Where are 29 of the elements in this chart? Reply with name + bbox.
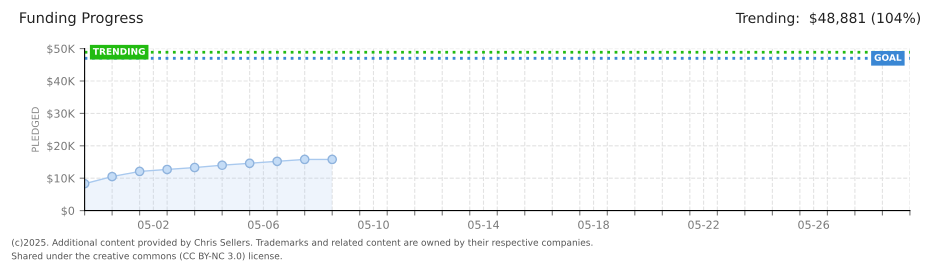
text: Shared under the creative commons (CC BY-NC 3.0) license. xyxy=(12,252,282,260)
point xyxy=(107,172,117,182)
x-tick-label: 05-26 xyxy=(798,220,830,229)
y-tick-label: $20K xyxy=(47,142,76,152)
point xyxy=(134,166,144,176)
y-tick-label: $30K xyxy=(47,109,76,120)
x-tick-label: 05-18 xyxy=(578,220,609,229)
point xyxy=(162,164,172,174)
text: Trending: $48,881 (104%) xyxy=(736,12,920,26)
point xyxy=(217,160,228,170)
point xyxy=(300,154,310,164)
x-tick-label: 05-06 xyxy=(248,220,279,229)
x-tick-label: 05-22 xyxy=(688,220,719,229)
y-tick-label: $40K xyxy=(47,76,76,87)
y-tick-label: $50K xyxy=(47,44,76,54)
point xyxy=(244,158,255,168)
y-tick-label: $10K xyxy=(47,174,76,184)
chart-title: Funding Progress xyxy=(20,12,143,26)
ref-line-label: TRENDING xyxy=(92,48,145,55)
point xyxy=(327,154,338,164)
y-axis-title: PLEDGED xyxy=(32,107,39,152)
point xyxy=(190,162,200,172)
x-tick-label: 05-14 xyxy=(468,220,500,229)
x-tick-label: 05-10 xyxy=(358,220,389,229)
x-tick-label: 05-02 xyxy=(138,220,168,229)
point xyxy=(272,156,282,166)
text: (c)2025. Additional content provided by Chris Sellers. Trademarks and related content are owned by their respective companies. xyxy=(12,238,592,248)
y-tick-label: $0 xyxy=(62,206,74,216)
ref-line-label: GOAL xyxy=(874,54,902,61)
